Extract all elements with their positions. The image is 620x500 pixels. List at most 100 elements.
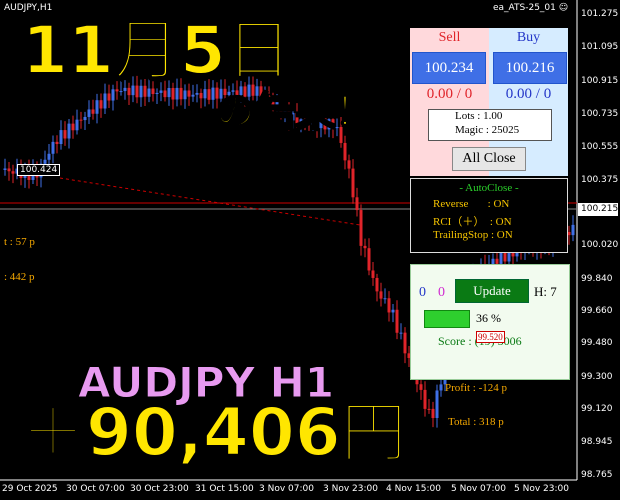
- candle-body: [179, 87, 183, 100]
- candle-body: [75, 119, 79, 131]
- count: 0: [419, 285, 426, 300]
- time-label: 3 Nov 07:00: [259, 484, 314, 494]
- candle-body: [151, 88, 155, 95]
- candle-body: [279, 101, 283, 115]
- sell-label: Sell: [438, 30, 461, 45]
- candle-body: [395, 309, 399, 333]
- candle-body: [199, 92, 203, 99]
- candle-body: [379, 291, 383, 299]
- all-close-button[interactable]: All Close: [452, 147, 526, 171]
- buy-button[interactable]: 100.216: [493, 52, 567, 84]
- autoclose-panel: [410, 178, 568, 253]
- candle-body: [491, 258, 495, 265]
- candle-body: [419, 384, 423, 390]
- candle-body: [79, 119, 83, 121]
- autoclose-row: TrailingStop : ON: [433, 229, 513, 241]
- magic: Magic : 25025: [455, 124, 520, 136]
- price-label: 98.945: [581, 437, 613, 447]
- candle-body: [295, 113, 299, 124]
- candle-body: [71, 123, 75, 131]
- candle-body: [503, 252, 507, 262]
- sell-button[interactable]: 100.234: [412, 52, 486, 84]
- time-label: 31 Oct 15:00: [195, 484, 254, 494]
- lots-box: [428, 109, 552, 141]
- candle-body: [219, 88, 223, 99]
- buy-label: Buy: [516, 30, 541, 45]
- candle-body: [495, 258, 499, 264]
- symbol: AUDJPY,H1: [4, 3, 53, 13]
- candle-body: [167, 88, 171, 98]
- candle-body: [427, 408, 431, 410]
- hours: H: 7: [534, 284, 557, 299]
- candle-body: [287, 105, 291, 121]
- candle-body: [171, 88, 175, 100]
- candle-body: [139, 85, 143, 98]
- candle-body: [63, 130, 67, 139]
- price-label: 100.555: [581, 142, 619, 152]
- time-label: 5 Nov 07:00: [451, 484, 506, 494]
- buy-position: 0.00 / 0: [505, 86, 552, 102]
- update-button[interactable]: Update: [455, 279, 529, 303]
- time-label: 29 Oct 2025: [2, 484, 58, 494]
- chart-note: t : 57 p: [4, 236, 35, 248]
- candle-body: [363, 245, 367, 249]
- candle-body: [51, 141, 55, 154]
- price-label: 98.765: [581, 470, 613, 480]
- candle-body: [187, 90, 191, 97]
- candle-body: [55, 141, 59, 145]
- trend-line: [59, 177, 361, 226]
- price-label: 100.215: [581, 204, 619, 214]
- candle-body: [323, 117, 327, 130]
- candle-body: [299, 119, 303, 124]
- autoclose-title: - AutoClose -: [459, 182, 519, 194]
- candle-body: [67, 123, 71, 139]
- candle-body: [3, 168, 7, 170]
- candle-body: [367, 248, 371, 271]
- candle-body: [243, 86, 247, 97]
- price-label: 99.300: [581, 372, 613, 382]
- autoclose-row: Reverse : ON: [433, 198, 510, 210]
- candle-body: [271, 98, 275, 106]
- candle-body: [251, 84, 255, 96]
- candle-body: [119, 91, 123, 93]
- candle-body: [339, 127, 343, 143]
- candle-body: [307, 120, 311, 125]
- candle-body: [223, 88, 227, 96]
- candle-body: [387, 298, 391, 313]
- candle-body: [191, 94, 195, 97]
- candle-body: [359, 210, 363, 246]
- candle-body: [291, 113, 295, 121]
- price-label: 100.915: [581, 76, 619, 86]
- candle-body: [87, 109, 91, 117]
- candle-body: [47, 153, 51, 160]
- candle-body: [127, 87, 131, 96]
- candle-body: [311, 117, 315, 125]
- red-tag: 99.520: [476, 331, 505, 343]
- candle-body: [183, 90, 187, 100]
- candle-body: [391, 309, 395, 313]
- total: Total : 318 p: [448, 416, 504, 428]
- candle-body: [335, 127, 339, 129]
- candle-body: [99, 100, 103, 109]
- price-label: 99.480: [581, 338, 613, 348]
- candle-body: [283, 105, 287, 115]
- price-tag: 100.424: [17, 164, 61, 176]
- candle-body: [439, 384, 443, 391]
- candle-body: [195, 92, 199, 95]
- candle-body: [331, 119, 335, 129]
- count: 0: [438, 285, 445, 300]
- candle-body: [147, 88, 151, 97]
- candle-body: [247, 84, 251, 97]
- candle-body: [375, 277, 379, 292]
- candle-body: [255, 86, 259, 96]
- candle-body: [355, 197, 359, 211]
- price-label: 99.120: [581, 404, 613, 414]
- candle-body: [135, 85, 139, 98]
- candle-body: [259, 86, 263, 97]
- overlay-pair: AUDJPY H1: [78, 358, 335, 407]
- ea-name: ea_ATS-25_01 ☺: [493, 3, 569, 13]
- candle-body: [571, 224, 575, 236]
- chart-note: : 442 p: [4, 271, 35, 283]
- candle-body: [507, 247, 511, 262]
